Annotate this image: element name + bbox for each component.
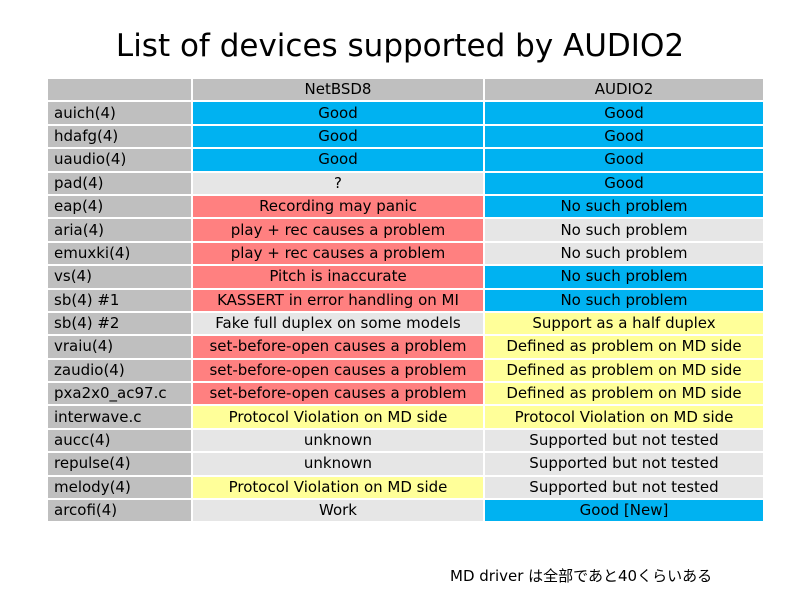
device-name-cell: hdafg(4) <box>48 125 191 148</box>
audio2-status-cell: No such problem <box>485 242 763 265</box>
netbsd8-status-cell: KASSERT in error handling on MI <box>193 289 483 311</box>
table-body: auich(4) Good Good hdafg(4) Good Good uaudio(4… <box>48 102 763 522</box>
audio2-status-cell: Good <box>485 149 763 171</box>
netbsd8-status-cell: Fake full duplex on some models <box>193 312 483 335</box>
table-row: vs(4) Pitch is inaccurate No such problem <box>48 266 763 288</box>
device-name-cell: interwave.c <box>48 406 191 428</box>
audio2-status-cell: Good <box>485 125 763 148</box>
table-row: aria(4) play + rec causes a problem No suc… <box>48 219 763 241</box>
netbsd8-status-cell: Work <box>193 500 483 522</box>
netbsd8-status-cell: set-before-open causes a problem <box>193 359 483 382</box>
device-name-cell: uaudio(4) <box>48 149 191 171</box>
device-name-cell: melody(4) <box>48 476 191 499</box>
audio2-status-cell: No such problem <box>485 289 763 311</box>
netbsd8-status-cell: play + rec causes a problem <box>193 242 483 265</box>
netbsd8-status-cell: Recording may panic <box>193 195 483 218</box>
audio2-status-cell: Good <box>485 102 763 124</box>
device-name-cell: aria(4) <box>48 219 191 241</box>
audio2-status-cell: No such problem <box>485 219 763 241</box>
device-support-table: NetBSD8 AUDIO2 auich(4) Good Good hdafg(4) G… <box>46 77 765 523</box>
device-name-cell: arcofi(4) <box>48 500 191 522</box>
table-row: eap(4) Recording may panic No such problem <box>48 195 763 218</box>
device-name-cell: vraiu(4) <box>48 336 191 358</box>
netbsd8-status-cell: set-before-open causes a problem <box>193 336 483 358</box>
netbsd8-status-cell: play + rec causes a problem <box>193 219 483 241</box>
audio2-status-cell: Defined as problem on MD side <box>485 336 763 358</box>
table-row: sb(4) #1 KASSERT in error handling on MI N… <box>48 289 763 311</box>
netbsd8-status-cell: Good <box>193 125 483 148</box>
netbsd8-status-cell: unknown <box>193 453 483 475</box>
device-name-cell: auich(4) <box>48 102 191 124</box>
audio2-status-cell: Good <box>485 172 763 194</box>
table-row: sb(4) #2 Fake full duplex on some models S… <box>48 312 763 335</box>
device-name-cell: sb(4) #2 <box>48 312 191 335</box>
table-header-row: NetBSD8 AUDIO2 <box>48 79 763 101</box>
header-audio2: AUDIO2 <box>485 79 763 101</box>
audio2-status-cell: Defined as problem on MD side <box>485 383 763 405</box>
audio2-status-cell: Defined as problem on MD side <box>485 359 763 382</box>
table-row: arcofi(4) Work Good [New] <box>48 500 763 522</box>
table-row: aucc(4) unknown Supported but not tested <box>48 429 763 452</box>
audio2-status-cell: No such problem <box>485 266 763 288</box>
netbsd8-status-cell: Pitch is inaccurate <box>193 266 483 288</box>
table-row: hdafg(4) Good Good <box>48 125 763 148</box>
table-row: vraiu(4) set-before-open causes a problem… <box>48 336 763 358</box>
table-row: repulse(4) unknown Supported but not teste… <box>48 453 763 475</box>
device-name-cell: emuxki(4) <box>48 242 191 265</box>
table-row: pxa2x0_ac97.c set-before-open causes a pr… <box>48 383 763 405</box>
netbsd8-status-cell: Protocol Violation on MD side <box>193 406 483 428</box>
netbsd8-status-cell: Good <box>193 149 483 171</box>
table-row: auich(4) Good Good <box>48 102 763 124</box>
netbsd8-status-cell: set-before-open causes a problem <box>193 383 483 405</box>
slide-title: List of devices supported by AUDIO2 <box>115 28 685 64</box>
device-name-cell: pxa2x0_ac97.c <box>48 383 191 405</box>
audio2-status-cell: Protocol Violation on MD side <box>485 406 763 428</box>
audio2-status-cell: Supported but not tested <box>485 453 763 475</box>
device-name-cell: sb(4) #1 <box>48 289 191 311</box>
audio2-status-cell: Supported but not tested <box>485 429 763 452</box>
table-row: pad(4)? Good <box>48 172 763 194</box>
audio2-status-cell: Support as a half duplex <box>485 312 763 335</box>
netbsd8-status-cell: ? <box>193 172 483 194</box>
audio2-status-cell: Good [New] <box>485 500 763 522</box>
header-device <box>48 79 191 101</box>
device-name-cell: repulse(4) <box>48 453 191 475</box>
device-name-cell: pad(4) <box>48 172 191 194</box>
table-row: melody(4) Protocol Violation on MD side Su… <box>48 476 763 499</box>
table-row: zaudio(4) set-before-open causes a proble… <box>48 359 763 382</box>
device-name-cell: eap(4) <box>48 195 191 218</box>
audio2-status-cell: Supported but not tested <box>485 476 763 499</box>
device-name-cell: zaudio(4) <box>48 359 191 382</box>
device-name-cell: aucc(4) <box>48 429 191 452</box>
footnote: MD driver は全部であと40くらいある <box>450 567 713 585</box>
netbsd8-status-cell: unknown <box>193 429 483 452</box>
header-netbsd8: NetBSD8 <box>193 79 483 101</box>
netbsd8-status-cell: Protocol Violation on MD side <box>193 476 483 499</box>
audio2-status-cell: No such problem <box>485 195 763 218</box>
table-row: uaudio(4) Good Good <box>48 149 763 171</box>
netbsd8-status-cell: Good <box>193 102 483 124</box>
table-row: emuxki(4) play + rec causes a problem No s… <box>48 242 763 265</box>
table-row: interwave.c Protocol Violation on MD side… <box>48 406 763 428</box>
device-name-cell: vs(4) <box>48 266 191 288</box>
